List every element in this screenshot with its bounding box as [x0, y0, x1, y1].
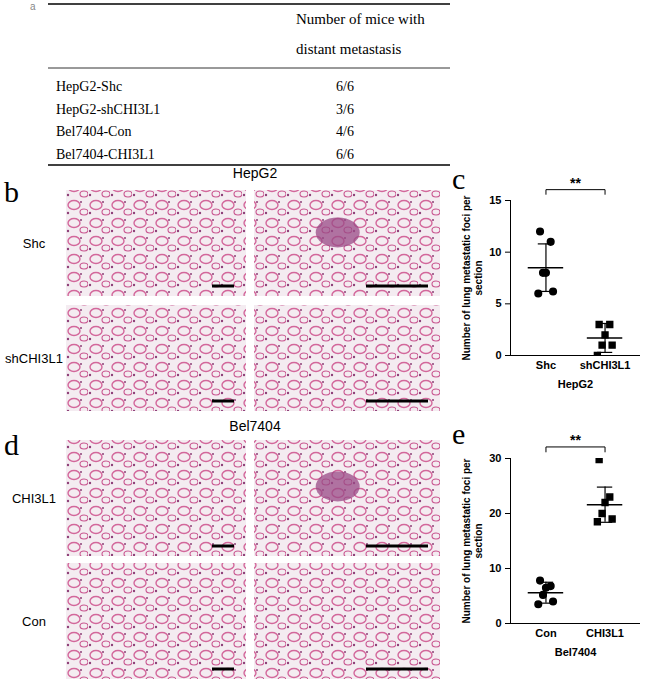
svg-text:Bel7404-CHI3L1: Bel7404-CHI3L1: [56, 147, 155, 162]
svg-text:d: d: [4, 428, 19, 461]
html-text:Number of lung metastatic foci: Number of lung metastatic foci per secti…: [460, 195, 483, 360]
svg-text:Shc: Shc: [23, 236, 46, 251]
svg-text:6/6: 6/6: [336, 79, 354, 94]
svg-text:Bel7404-Con: Bel7404-Con: [56, 124, 131, 139]
svg-text:Shc: Shc: [536, 359, 556, 371]
svg-text:b: b: [4, 175, 19, 208]
html-text:Number of lung metastatic foci: Number of lung metastatic foci per secti…: [460, 458, 483, 623]
svg-text:0: 0: [495, 617, 501, 629]
svg-text:CHI3L1: CHI3L1: [12, 491, 56, 506]
svg-text:4/6: 4/6: [336, 124, 354, 139]
svg-text:20: 20: [489, 507, 501, 519]
svg-text:**: **: [570, 432, 581, 448]
svg-text:15: 15: [489, 194, 501, 206]
svg-text:Number of mice with: Number of mice with: [296, 11, 425, 27]
html-text:e: e: [452, 417, 466, 450]
svg-text:**: **: [570, 175, 581, 191]
svg-text:10: 10: [489, 562, 501, 574]
svg-text:shCHI3L1: shCHI3L1: [5, 351, 63, 366]
svg-text:HepG2-Shc: HepG2-Shc: [56, 79, 122, 94]
svg-text:0: 0: [495, 349, 501, 361]
svg-text:10: 10: [489, 246, 501, 258]
svg-text:a: a: [30, 1, 36, 12]
svg-text:Bel7404: Bel7404: [229, 418, 281, 434]
svg-text:distant metastasis: distant metastasis: [296, 41, 402, 57]
svg-text:HepG2: HepG2: [233, 165, 278, 181]
svg-text:Con: Con: [22, 614, 46, 629]
svg-text:5: 5: [495, 297, 501, 309]
svg-text:Bel7404: Bel7404: [555, 646, 597, 658]
svg-text:6/6: 6/6: [336, 147, 354, 162]
svg-text:30: 30: [489, 452, 501, 464]
svg-text:3/6: 3/6: [336, 102, 354, 117]
svg-text:Con: Con: [535, 627, 557, 639]
svg-text:HepG2: HepG2: [558, 378, 593, 390]
svg-text:shCHI3L1: shCHI3L1: [580, 359, 631, 371]
svg-text:HepG2-shCHI3L1: HepG2-shCHI3L1: [56, 102, 160, 117]
html-text:c: c: [452, 162, 466, 195]
svg-text:CHI3L1: CHI3L1: [586, 627, 624, 639]
